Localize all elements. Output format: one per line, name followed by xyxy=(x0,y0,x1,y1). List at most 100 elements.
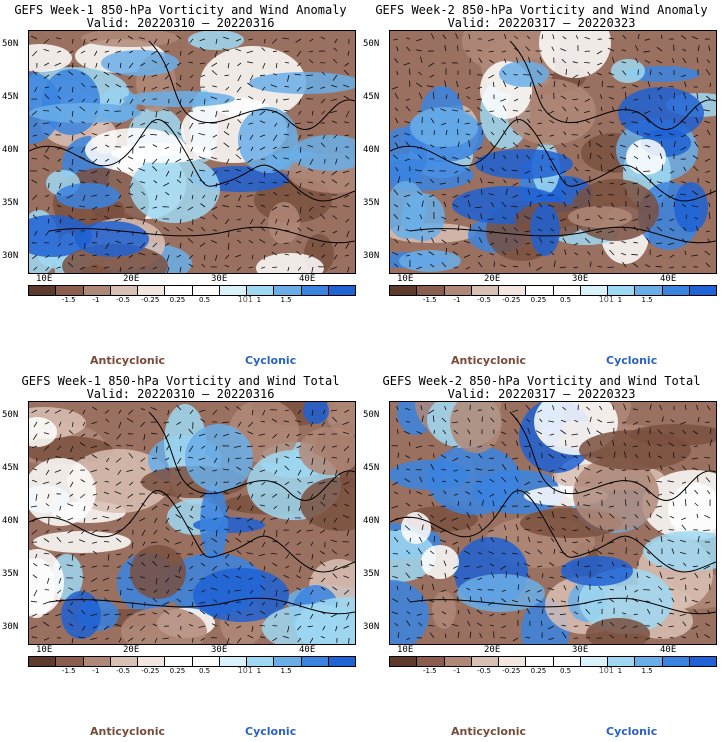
latitude-label: 30N xyxy=(363,622,380,632)
map-panel-4: GEFS Week-2 850-hPa Vorticity and Wind T… xyxy=(361,371,722,742)
legend-cyclonic: Cyclonic xyxy=(245,725,297,738)
colorbar-swatch xyxy=(328,657,355,666)
map-panel-2: GEFS Week-2 850-hPa Vorticity and Wind A… xyxy=(361,0,722,371)
latitude-label: 50N xyxy=(363,39,380,49)
legend-cyclonic: Cyclonic xyxy=(606,354,658,367)
colorbar-label: -0.25 xyxy=(502,296,521,304)
longitude-label: 30E xyxy=(572,645,589,655)
colorbar-swatch xyxy=(83,657,111,666)
colorbar-swatch xyxy=(110,657,138,666)
colorbar xyxy=(389,285,717,296)
longitude-label: 30E xyxy=(572,274,589,284)
colorbar-label: 0.5 xyxy=(199,667,211,675)
colorbar-swatch xyxy=(580,657,608,666)
colorbar-swatch xyxy=(29,286,57,295)
panel-valid-dates: Valid: 20220310 – 20220316 xyxy=(86,387,275,401)
colorbar-label: -1.5 xyxy=(61,296,76,304)
colorbar-swatch xyxy=(635,657,663,666)
longitude-label: 40E xyxy=(660,645,677,655)
longitude-label: 20E xyxy=(484,645,501,655)
colorbar-mid-label: 101 xyxy=(598,666,614,675)
colorbar-swatch xyxy=(471,657,499,666)
colorbar-label: 1 xyxy=(617,667,623,675)
panel-title: GEFS Week-2 850-hPa Vorticity and Wind A… xyxy=(375,3,708,17)
colorbar-label: 0.5 xyxy=(560,667,572,675)
colorbar-label: 0.5 xyxy=(560,296,572,304)
colorbar-swatch xyxy=(553,286,581,295)
longitude-label: 40E xyxy=(299,274,316,284)
latitude-label: 45N xyxy=(363,92,380,102)
colorbar-swatch xyxy=(192,657,220,666)
panel-valid-dates: Valid: 20220317 – 20220323 xyxy=(447,387,636,401)
colorbar-swatch xyxy=(192,286,220,295)
longitude-label: 30E xyxy=(211,645,228,655)
latitude-label: 35N xyxy=(363,198,380,208)
colorbar-label: -1 xyxy=(92,667,100,675)
colorbar-swatch xyxy=(635,286,663,295)
latitude-label: 40N xyxy=(2,145,19,155)
longitude-label: 20E xyxy=(123,274,140,284)
legend-cyclonic: Cyclonic xyxy=(245,354,297,367)
colorbar-swatch xyxy=(301,657,329,666)
latitude-label: 50N xyxy=(2,39,19,49)
colorbar-swatch xyxy=(29,657,57,666)
panel-title: GEFS Week-1 850-hPa Vorticity and Wind A… xyxy=(14,3,347,17)
colorbar-swatch xyxy=(608,657,636,666)
colorbar-label: -1 xyxy=(453,667,461,675)
longitude-label: 10E xyxy=(36,645,53,655)
latitude-label: 40N xyxy=(363,145,380,155)
colorbar-swatch xyxy=(328,286,355,295)
colorbar-swatch xyxy=(499,286,527,295)
colorbar-swatch xyxy=(471,286,499,295)
legend-anticyclonic: Anticyclonic xyxy=(90,354,166,367)
vorticity-map xyxy=(389,30,717,274)
colorbar xyxy=(28,656,356,667)
legend-anticyclonic: Anticyclonic xyxy=(451,354,527,367)
colorbar-label: 1.5 xyxy=(280,296,292,304)
longitude-label: 40E xyxy=(660,274,677,284)
colorbar-swatch xyxy=(608,286,636,295)
colorbar-swatch xyxy=(110,286,138,295)
colorbar-label: 1 xyxy=(617,296,623,304)
colorbar-swatch xyxy=(301,286,329,295)
panel-title: GEFS Week-2 850-hPa Vorticity and Wind T… xyxy=(382,374,701,388)
latitude-label: 30N xyxy=(2,622,19,632)
colorbar xyxy=(28,285,356,296)
panel-valid-dates: Valid: 20220317 – 20220323 xyxy=(447,16,636,30)
colorbar-swatch xyxy=(138,657,166,666)
colorbar-swatch xyxy=(526,286,554,295)
latitude-label: 45N xyxy=(2,463,19,473)
latitude-label: 35N xyxy=(2,569,19,579)
colorbar-label: 0.25 xyxy=(169,296,186,304)
vorticity-map xyxy=(389,401,717,645)
colorbar-mid-label: 101 xyxy=(598,295,614,304)
colorbar-label: -1 xyxy=(92,296,100,304)
longitude-label: 40E xyxy=(299,645,316,655)
latitude-label: 35N xyxy=(2,198,19,208)
colorbar-swatch xyxy=(553,657,581,666)
colorbar-label: 1.5 xyxy=(641,667,653,675)
colorbar-swatch xyxy=(165,286,193,295)
colorbar xyxy=(389,656,717,667)
latitude-label: 50N xyxy=(2,410,19,420)
colorbar-label: 1.5 xyxy=(641,296,653,304)
colorbar-label: -1.5 xyxy=(422,667,437,675)
vorticity-map xyxy=(28,401,356,645)
colorbar-swatch xyxy=(247,286,275,295)
colorbar-swatch xyxy=(247,657,275,666)
colorbar-swatch xyxy=(390,657,418,666)
colorbar-swatch xyxy=(689,657,716,666)
colorbar-mid-label: 101 xyxy=(237,295,253,304)
colorbar-swatch xyxy=(274,657,302,666)
colorbar-label: -1.5 xyxy=(422,296,437,304)
longitude-label: 10E xyxy=(397,274,414,284)
map-panel-1: GEFS Week-1 850-hPa Vorticity and Wind A… xyxy=(0,0,361,371)
colorbar-swatch xyxy=(138,286,166,295)
latitude-label: 50N xyxy=(363,410,380,420)
colorbar-label: 0.25 xyxy=(530,667,547,675)
colorbar-swatch xyxy=(56,657,84,666)
colorbar-label: -0.5 xyxy=(477,296,491,304)
colorbar-swatch xyxy=(56,286,84,295)
colorbar-swatch xyxy=(444,657,472,666)
colorbar-label: 1 xyxy=(256,667,262,675)
